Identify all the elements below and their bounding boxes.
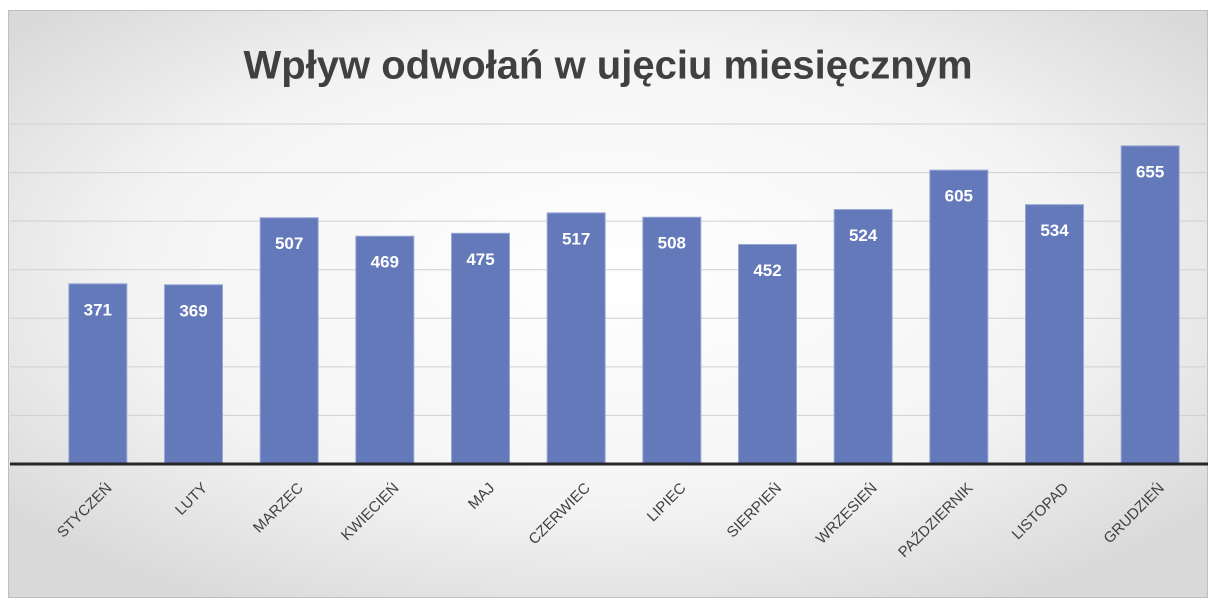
data-label: 534 bbox=[1040, 221, 1069, 240]
data-label: 369 bbox=[179, 301, 207, 320]
data-label: 605 bbox=[945, 187, 973, 206]
bar bbox=[68, 283, 128, 465]
data-label: 655 bbox=[1136, 162, 1164, 181]
data-label: 517 bbox=[562, 229, 590, 248]
chart-title: Wpływ odwołań w ujęciu miesięcznym bbox=[243, 44, 972, 88]
data-label: 371 bbox=[84, 300, 112, 319]
bar bbox=[833, 208, 893, 465]
bar bbox=[642, 216, 702, 465]
bar bbox=[355, 235, 415, 465]
bar bbox=[1025, 204, 1084, 465]
data-label: 475 bbox=[466, 250, 494, 269]
bar bbox=[259, 217, 319, 465]
data-label: 524 bbox=[849, 226, 878, 245]
bar bbox=[929, 169, 989, 465]
data-label: 507 bbox=[275, 234, 303, 253]
bar bbox=[1120, 145, 1180, 465]
bar bbox=[738, 243, 797, 465]
data-label: 452 bbox=[753, 261, 781, 280]
data-label: 469 bbox=[371, 253, 399, 272]
data-label: 508 bbox=[658, 234, 686, 253]
bar bbox=[451, 232, 510, 465]
bar bbox=[546, 212, 606, 465]
